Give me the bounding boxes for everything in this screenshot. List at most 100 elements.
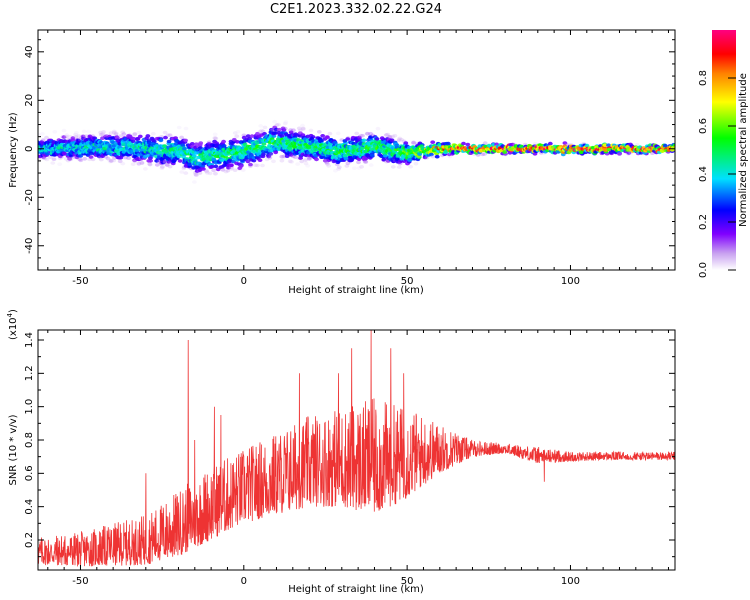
- colorbar-label: Normalized spectral amplitude: [738, 73, 749, 227]
- spectrogram-cell: [249, 134, 255, 138]
- spectrogram-cell: [325, 135, 330, 139]
- snr-ytick-label: 1.0: [24, 399, 35, 415]
- spectrogram-cell: [584, 143, 590, 148]
- spectrogram-cell: [38, 132, 42, 137]
- spectrogram-cell: [220, 168, 226, 172]
- spectrogram-cell: [288, 128, 293, 132]
- spectrogram-cell: [368, 163, 374, 167]
- spectrogram-cell: [320, 134, 326, 138]
- spectrogram-cell: [270, 128, 275, 132]
- spectrogram-cell: [44, 157, 50, 162]
- spectrogram-cell: [381, 157, 387, 162]
- spectrogram-cell: [64, 133, 70, 137]
- spectrogram-cell: [154, 163, 160, 167]
- spectrogram-cell: [234, 140, 240, 144]
- snr-ytick-label: 0.2: [24, 532, 35, 548]
- spectrogram-cell: [336, 167, 341, 171]
- spectrogram-frame: [37, 29, 676, 271]
- spectrogram-cell: [255, 163, 260, 168]
- snr-ytick-label: 1.4: [24, 332, 35, 348]
- spectrogram-cell: [179, 170, 185, 174]
- spectrogram-cell: [268, 152, 274, 157]
- spectrogram-cell: [167, 133, 173, 137]
- spectrogram-cell: [465, 142, 471, 147]
- spectrogram-cell: [44, 135, 49, 140]
- spectrogram-cell: [61, 128, 67, 133]
- spectrogram-cell: [191, 154, 197, 158]
- spectrogram-cell: [148, 156, 153, 160]
- spectrogram-cell: [78, 158, 84, 163]
- spectrogram-cell: [434, 154, 440, 159]
- spectrogram-cell: [225, 168, 231, 173]
- spectrogram-cell: [213, 136, 219, 141]
- spectrogram-cell: [379, 136, 385, 140]
- spectrogram-ytick-label: -40: [24, 238, 35, 254]
- spectrogram-cell: [359, 165, 364, 169]
- spectrogram-cell: [177, 159, 183, 163]
- spectrogram-cell: [289, 160, 294, 164]
- spectrogram-cell: [360, 146, 365, 150]
- spectrogram-cell: [76, 134, 82, 138]
- spectrogram-cell: [298, 156, 303, 160]
- spectrogram-cell: [319, 139, 324, 143]
- snr-ytick-label: 0.8: [24, 432, 35, 448]
- spectrogram-cell: [226, 165, 231, 170]
- spectrogram-cell: [396, 138, 402, 142]
- spectrogram-cell: [502, 150, 508, 154]
- spectrogram-cell: [375, 126, 381, 131]
- spectrogram-cell: [88, 155, 94, 159]
- figure-title: C2E1.2023.332.02.22.G24: [269, 2, 443, 17]
- spectrogram-cell: [61, 135, 67, 139]
- spectrogram-cell: [231, 137, 237, 142]
- spectrogram-cell: [445, 141, 451, 146]
- spectrogram-cell: [387, 135, 392, 139]
- spectrogram-cell: [212, 136, 218, 140]
- colorbar-tick-label: 0.4: [698, 166, 709, 182]
- spectrogram-cell: [73, 135, 79, 139]
- spectrogram-cell: [211, 157, 217, 162]
- spectrogram-cell: [163, 135, 168, 140]
- spectrogram-cell: [268, 152, 273, 156]
- spectrogram-cell: [369, 153, 375, 157]
- spectrogram-cell: [276, 122, 281, 127]
- spectrogram-cell: [221, 144, 227, 148]
- spectrogram-cell: [127, 133, 132, 138]
- spectrogram-cell: [166, 139, 172, 144]
- spectrogram-cell: [547, 141, 553, 146]
- spectrogram-cell: [245, 159, 251, 164]
- colorbar-gradient: [712, 30, 736, 270]
- spectrogram-cell: [162, 130, 168, 135]
- spectrogram-cell: [209, 164, 215, 169]
- spectrogram-cell: [298, 128, 303, 133]
- spectrogram-cell: [73, 132, 79, 137]
- spectrogram-cell: [279, 158, 285, 163]
- spectrogram-cell: [211, 168, 217, 173]
- spectrogram-cell: [606, 143, 611, 147]
- spectrogram-cell: [325, 162, 330, 166]
- spectrogram-cell: [137, 134, 143, 139]
- spectrogram-cell: [180, 143, 186, 147]
- spectrogram-cell: [248, 162, 253, 167]
- snr-ytick-label: 0.6: [24, 465, 35, 481]
- snr-series-line: [38, 330, 675, 567]
- spectrogram-cell: [361, 138, 367, 143]
- spectrogram-cell: [387, 135, 393, 139]
- spectrogram-cell: [242, 142, 248, 147]
- spectrogram-cell: [296, 126, 302, 131]
- spectrogram-cell: [100, 130, 106, 134]
- spectrogram-cell: [279, 154, 285, 159]
- spectrogram-cell: [167, 164, 173, 169]
- spectrogram-cell: [160, 165, 165, 169]
- spectrogram-cell: [424, 155, 430, 160]
- spectrogram-cell: [111, 158, 117, 163]
- spectrogram-cell: [147, 162, 153, 166]
- snr-ytick-label: 0.4: [24, 499, 35, 515]
- colorbar-ticks: 0.0 0.2 0.4 0.6 0.8: [698, 70, 736, 278]
- spectrogram-cell: [257, 129, 263, 134]
- spectrogram-cell: [183, 138, 189, 143]
- spectrogram-cell: [204, 169, 209, 173]
- spectrogram-cell: [193, 172, 199, 176]
- spectrogram-cell: [41, 156, 47, 160]
- spectrogram-cell: [390, 134, 396, 139]
- spectrogram-cell: [207, 171, 213, 176]
